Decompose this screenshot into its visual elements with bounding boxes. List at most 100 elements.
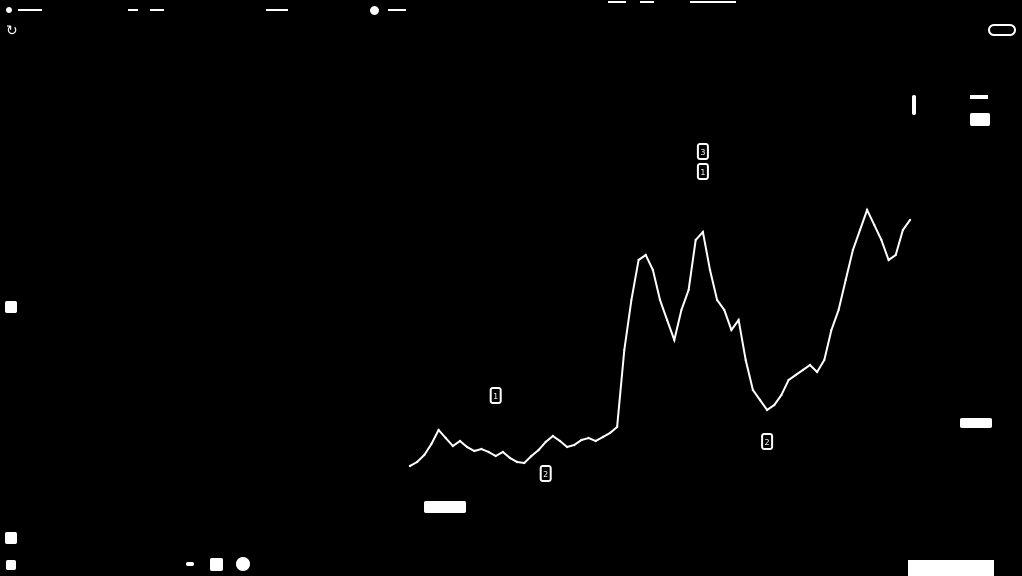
drawing-tool-icon[interactable] [5, 532, 17, 544]
price-point [873, 223, 876, 227]
price-point [758, 398, 762, 402]
event-marker[interactable]: 3 [696, 143, 709, 160]
bottom-toolbar [0, 556, 1022, 576]
toolbar-item[interactable] [128, 9, 138, 11]
price-point [437, 428, 440, 432]
price-point [794, 373, 797, 377]
price-point [451, 444, 455, 448]
pencil-icon[interactable] [186, 562, 194, 566]
price-point [623, 348, 626, 352]
price-point [708, 268, 712, 272]
corner-panel [908, 560, 994, 576]
scale-marker-icon [912, 95, 916, 115]
refresh-icon[interactable]: ↻ [6, 23, 18, 39]
circle-icon[interactable] [236, 557, 250, 571]
price-point [751, 388, 755, 392]
current-price-tag [960, 418, 992, 428]
price-point [487, 450, 490, 454]
price-point [415, 460, 419, 464]
toolbar-item[interactable] [150, 9, 164, 11]
price-point [865, 208, 869, 212]
series-layer [408, 207, 912, 468]
event-marker-box[interactable] [489, 387, 502, 404]
time-range-button[interactable] [424, 501, 466, 513]
price-point [458, 439, 462, 443]
price-point [801, 368, 805, 372]
price-point [715, 298, 719, 302]
side-panel-icon[interactable] [5, 301, 17, 313]
price-point [844, 278, 847, 282]
event-marker-label: 2 [765, 438, 770, 447]
price-point [430, 442, 433, 446]
event-marker[interactable]: 1 [489, 387, 502, 404]
settings-icon[interactable] [6, 560, 16, 570]
price-point [815, 370, 819, 374]
event-marker-box[interactable] [761, 433, 774, 450]
price-point [851, 248, 855, 252]
price-point [744, 358, 747, 362]
price-point [823, 358, 826, 362]
price-point [408, 464, 412, 468]
toolbar-item[interactable] [18, 9, 42, 11]
price-point [573, 443, 576, 447]
price-point [701, 230, 705, 234]
toolbar-item[interactable] [690, 1, 736, 3]
price-point [594, 439, 597, 443]
price-point [501, 450, 505, 454]
price-point [780, 393, 783, 397]
alert-icon[interactable] [370, 6, 379, 15]
toolbar-item[interactable] [608, 1, 626, 3]
toggle-switch[interactable] [988, 24, 1016, 36]
toolbar-item[interactable] [266, 9, 288, 11]
price-point [637, 258, 640, 262]
price-point [515, 460, 519, 464]
price-point [530, 454, 533, 458]
event-marker-box[interactable] [696, 163, 709, 180]
toolbar-item[interactable] [640, 1, 654, 3]
price-point [837, 308, 840, 312]
price-point [680, 308, 683, 312]
price-point [894, 253, 897, 257]
price-point [808, 363, 812, 367]
price-point [665, 318, 669, 322]
price-point [587, 436, 590, 440]
price-point [730, 328, 733, 332]
price-point [737, 318, 740, 322]
price-series-line [409, 207, 911, 467]
square-icon[interactable] [210, 558, 223, 571]
logo-icon [6, 7, 12, 13]
toolbar-item[interactable] [388, 9, 406, 11]
price-point [473, 449, 476, 453]
price-point [694, 238, 697, 242]
top-toolbar [0, 0, 1022, 20]
price-point [880, 238, 883, 242]
price-point [787, 378, 790, 382]
event-marker-box[interactable] [539, 465, 552, 482]
event-marker[interactable]: 1 [696, 163, 709, 180]
event-marker-label: 2 [543, 470, 548, 479]
price-point [494, 454, 497, 458]
event-marker-label: 1 [700, 168, 705, 177]
price-point [565, 445, 569, 449]
event-marker[interactable]: 2 [761, 433, 774, 450]
marker-layer: 1 2 1 3 2 [489, 143, 774, 482]
price-point [673, 338, 676, 342]
scale-settings-icon[interactable] [970, 95, 988, 99]
price-point [658, 298, 662, 302]
price-point [465, 445, 469, 449]
price-point [908, 218, 912, 222]
event-marker-label: 3 [700, 148, 705, 157]
price-point [765, 408, 769, 412]
price-point [887, 258, 890, 262]
event-marker[interactable]: 2 [539, 465, 552, 482]
price-point [580, 438, 583, 442]
scale-lock-icon[interactable] [970, 113, 990, 126]
price-point [508, 456, 512, 460]
event-marker-box[interactable] [696, 143, 709, 160]
price-point [901, 228, 905, 232]
price-point [630, 298, 633, 302]
price-point [687, 288, 690, 292]
price-point [523, 461, 526, 465]
